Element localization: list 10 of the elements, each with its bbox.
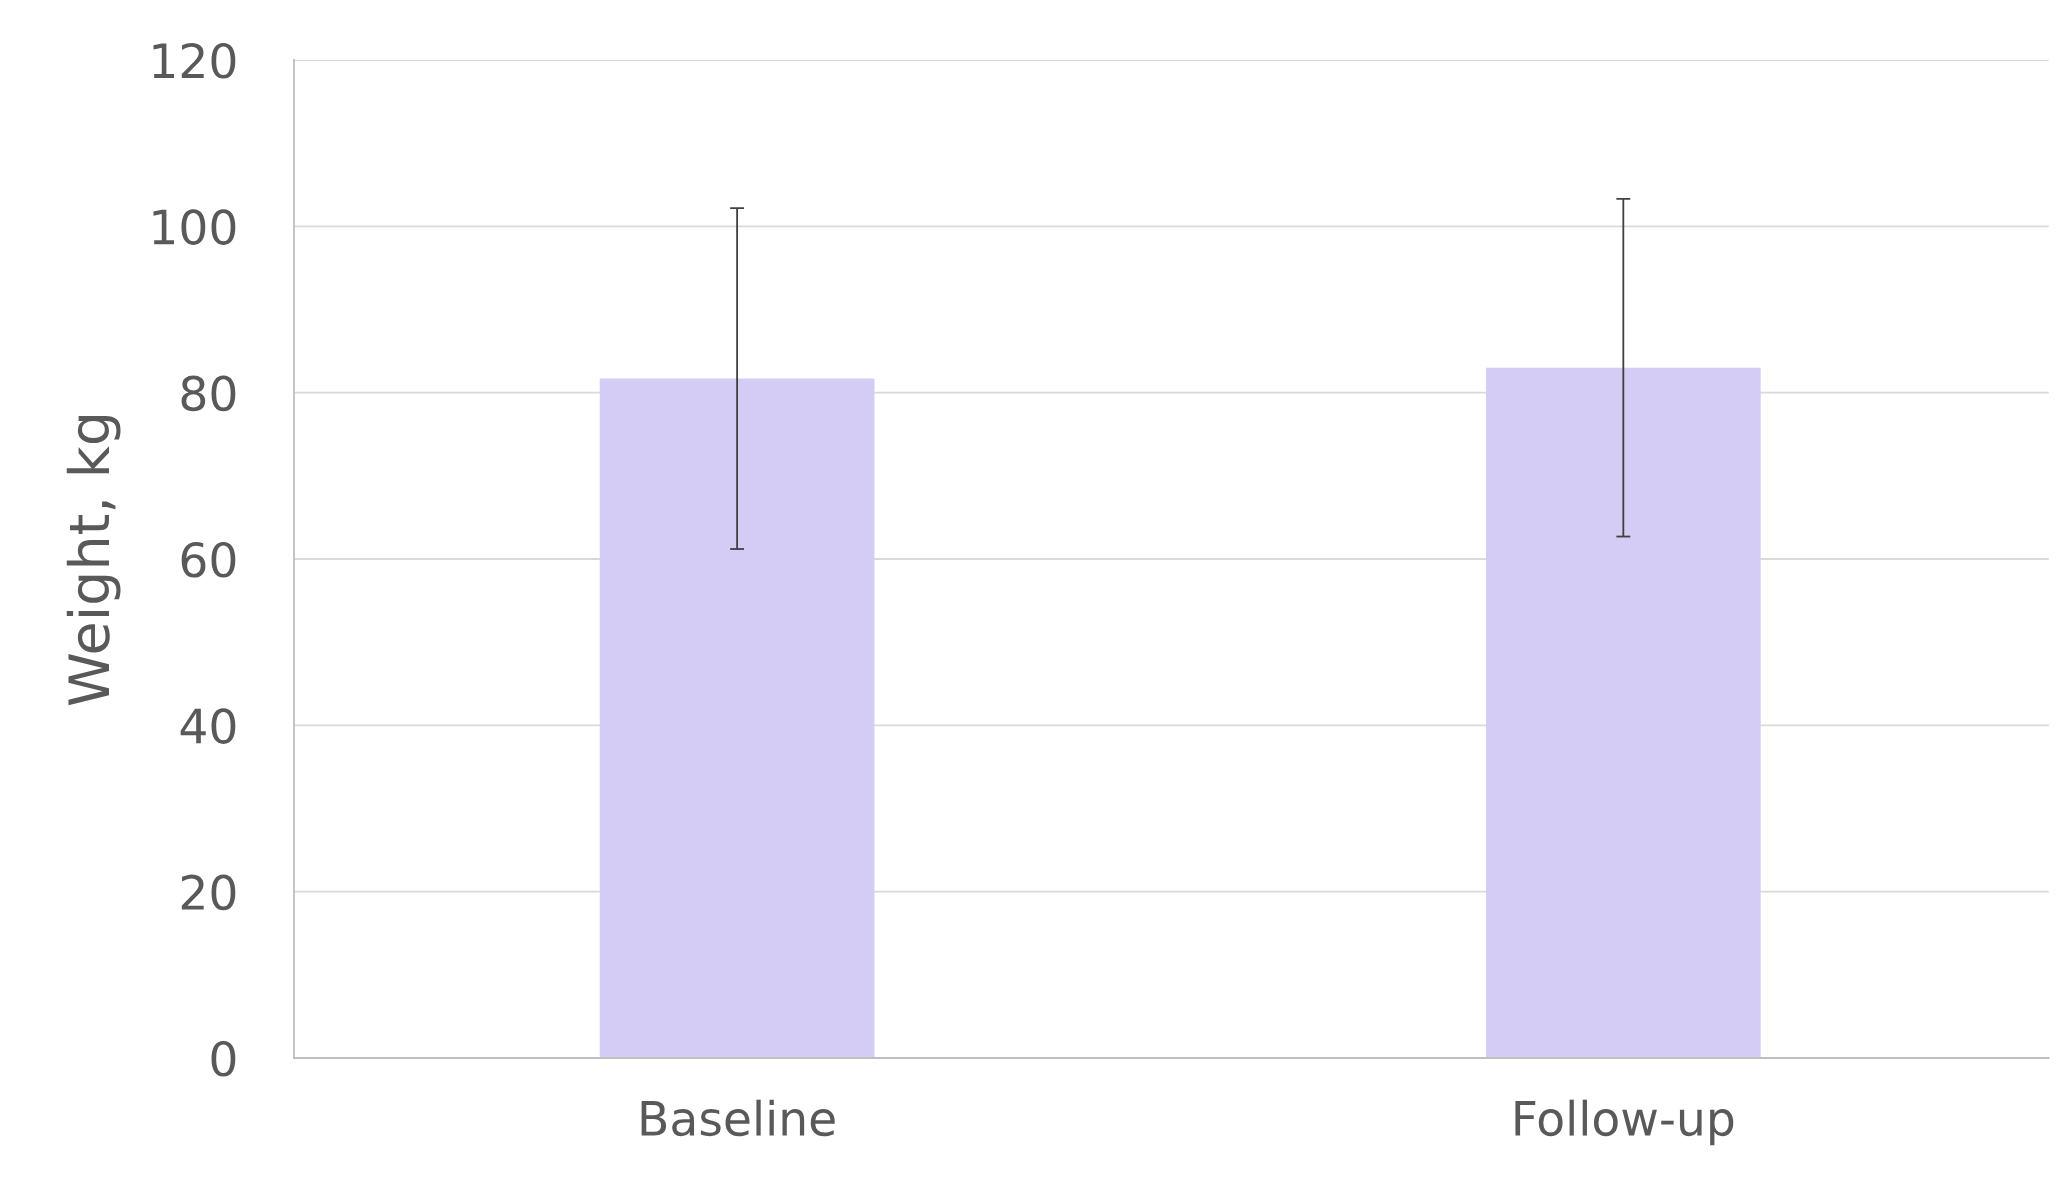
x-tick-label: Follow-up xyxy=(1515,1099,1734,1146)
y-tick-label: 60 xyxy=(181,541,236,578)
y-tick-label: 0 xyxy=(211,1040,236,1077)
y-axis-title: Weight, kg xyxy=(66,415,121,706)
y-tick-label: 120 xyxy=(153,42,236,79)
x-tick-label: Baseline xyxy=(641,1099,835,1137)
y-tick-label: 40 xyxy=(180,708,236,744)
y-tick-label: 80 xyxy=(181,375,236,412)
y-tick-label: 100 xyxy=(153,209,236,245)
y-tick-label: 20 xyxy=(181,874,236,911)
